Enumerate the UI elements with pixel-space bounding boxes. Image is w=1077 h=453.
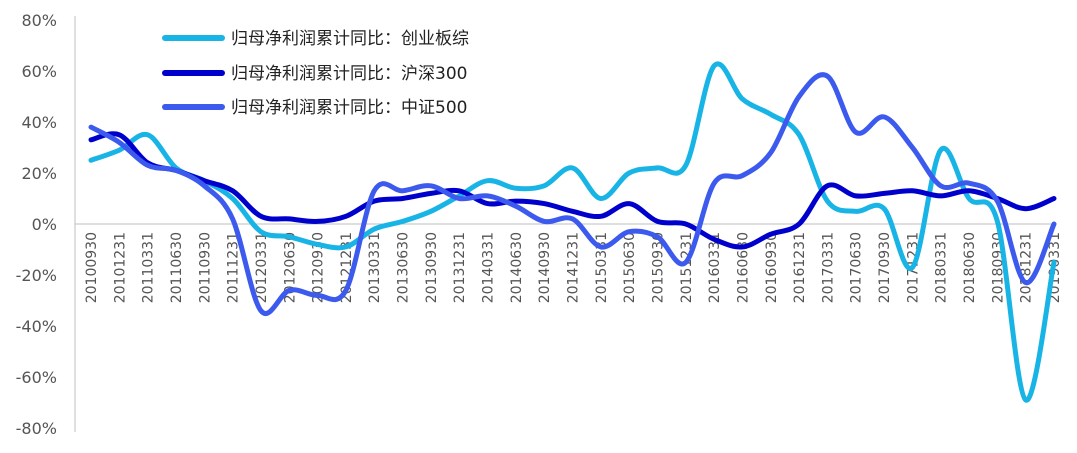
y-tick-label: -60% (16, 368, 57, 387)
legend-label: 归母净利润累计同比：沪深300 (231, 64, 467, 84)
x-tick-label: 20110331 (141, 232, 157, 303)
y-tick-label: 80% (21, 11, 57, 30)
x-tick-label: 20120630 (282, 232, 298, 303)
y-tick-label: 0% (32, 215, 57, 234)
x-tick-label: 20150630 (622, 232, 638, 303)
x-tick-label: 20150930 (650, 232, 666, 303)
y-tick-label: -20% (16, 266, 57, 285)
x-tick-label: 20170930 (877, 232, 893, 303)
y-tick-label: -80% (16, 419, 57, 438)
x-tick-label: 20111231 (226, 232, 242, 303)
x-tick-label: 20141231 (566, 232, 582, 303)
x-tick-label: 20110930 (197, 232, 213, 303)
x-tick-label: 20140930 (537, 232, 553, 303)
x-tick-label: 20100930 (84, 232, 100, 303)
x-tick-label: 20120930 (311, 232, 327, 303)
series-line-1 (88, 61, 1057, 403)
x-tick-label: 20180630 (962, 232, 978, 303)
x-tick-label: 20131231 (452, 232, 468, 303)
legend-label: 归母净利润累计同比：创业板综 (231, 29, 469, 49)
x-tick-label: 20181231 (1019, 232, 1035, 303)
x-tick-label: 20160331 (707, 232, 723, 303)
y-axis: 80% 60% 40% 20% 0% -20% -40% -60% -80% (16, 11, 76, 438)
y-tick-label: -40% (16, 317, 57, 336)
x-tick-label: 20180331 (934, 232, 950, 303)
x-tick-label: 20130630 (396, 232, 412, 303)
series-line-2 (88, 131, 1057, 250)
x-tick-label: 20161231 (792, 232, 808, 303)
x-tick-label: 20160930 (764, 232, 780, 303)
x-tick-label: 20101231 (112, 232, 128, 303)
series-lines (88, 61, 1057, 403)
y-tick-label: 60% (21, 62, 57, 81)
y-tick-label: 40% (21, 113, 57, 132)
x-tick-label: 20120331 (254, 232, 270, 303)
legend-label: 归母净利润累计同比：中证500 (231, 98, 467, 118)
x-tick-label: 20110630 (169, 232, 185, 303)
x-tick-label: 20140630 (509, 232, 525, 303)
x-tick-label: 20150331 (594, 232, 610, 303)
x-tick-label: 20160630 (735, 232, 751, 303)
y-tick-label: 20% (21, 164, 57, 183)
x-tick-label: 20140331 (481, 232, 497, 303)
x-tick-label: 20130930 (424, 232, 440, 303)
x-tick-label: 20170630 (849, 232, 865, 303)
series-line-3 (88, 72, 1057, 316)
x-tick-label: 20170331 (820, 232, 836, 303)
x-tick-label: 20130331 (367, 232, 383, 303)
